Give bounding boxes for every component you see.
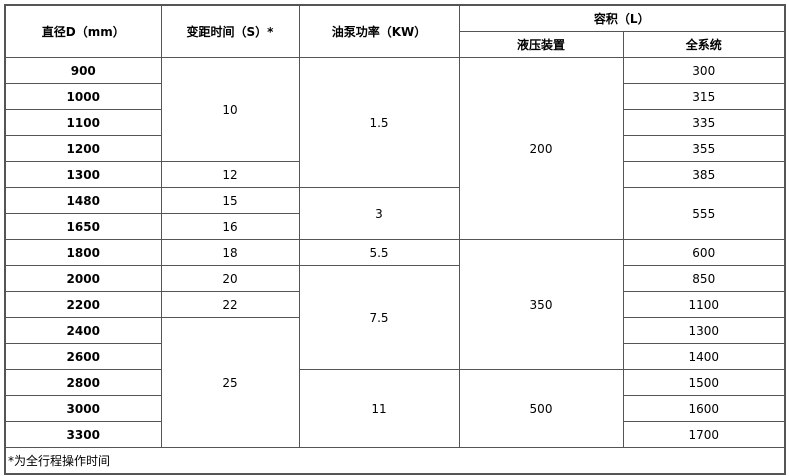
pitch-time-cell: 15	[160, 187, 300, 214]
full-system-cell: 1700	[622, 421, 786, 448]
table-row: 1650 16	[4, 213, 785, 240]
full-system-cell: 335	[622, 109, 786, 136]
diameter-cell: 900	[4, 57, 162, 84]
pitch-time-cell: 20	[160, 265, 300, 292]
diameter-cell: 1200	[4, 135, 162, 162]
footnote: *为全行程操作时间	[4, 447, 786, 475]
full-system-cell: 355	[622, 135, 786, 162]
header-hydraulic: 液压装置	[458, 31, 624, 58]
table-row: 1000 315	[4, 83, 786, 110]
diameter-cell: 3000	[4, 395, 162, 422]
full-system-cell: 600	[622, 239, 786, 266]
table-row: 1480 15 3 555	[4, 187, 786, 240]
full-system-cell: 1400	[622, 343, 786, 370]
diameter-cell: 1480	[4, 187, 162, 214]
diameter-cell: 1100	[4, 109, 162, 136]
diameter-cell: 2400	[4, 317, 162, 344]
header-full-system: 全系统	[622, 31, 786, 58]
table-row: 1800 18 5.5 350 600	[4, 239, 786, 370]
header-pitch-time: 变距时间（S）*	[160, 4, 300, 58]
diameter-cell: 2200	[4, 291, 162, 318]
full-system-cell: 1300	[622, 317, 786, 344]
full-system-cell: 1100	[622, 291, 786, 318]
full-system-cell: 315	[622, 83, 786, 110]
table-row: 2800 11 500 1500	[4, 369, 786, 448]
specification-table: 直径D（mm） 变距时间（S）* 油泵功率（KW） 容积（L） 液压装置 全系统…	[4, 4, 786, 475]
full-system-cell: 1600	[622, 395, 786, 422]
pump-power-cell: 5.5	[298, 239, 460, 266]
diameter-cell: 2000	[4, 265, 162, 292]
pump-power-cell: 3	[298, 187, 460, 240]
header-diameter: 直径D（mm）	[4, 4, 162, 58]
hydraulic-cell: 200	[458, 57, 624, 240]
hydraulic-cell: 500	[458, 369, 624, 448]
diameter-cell: 1650	[4, 213, 162, 240]
diameter-cell: 2600	[4, 343, 162, 370]
pitch-time-cell: 18	[160, 239, 300, 266]
table-row: 900 10 1.5 200 300	[4, 57, 786, 240]
diameter-cell: 3300	[4, 421, 162, 448]
pump-power-cell: 1.5	[298, 57, 460, 188]
table-row: 3300 1700	[4, 421, 786, 448]
full-system-cell: 555	[622, 187, 786, 240]
pitch-time-cell: 10	[160, 57, 300, 162]
pump-power-cell: 11	[298, 369, 460, 448]
full-system-cell: 850	[622, 265, 786, 292]
diameter-cell: 1800	[4, 239, 162, 266]
pitch-time-cell: 16	[160, 213, 300, 240]
table-row: 1300 12 385	[4, 161, 786, 188]
pitch-time-cell: 22	[160, 291, 300, 318]
full-system-cell: 385	[622, 161, 786, 188]
table-row: 1200 355	[4, 135, 786, 162]
table-row: 3000 1600	[4, 395, 786, 422]
full-system-cell: 300	[622, 57, 786, 84]
table-row: 2400 25 1300	[4, 317, 786, 448]
table-row: 2200 22 1100	[4, 291, 786, 318]
header-volume: 容积（L）	[458, 4, 786, 32]
full-system-cell: 1500	[622, 369, 786, 396]
pitch-time-cell: 12	[160, 161, 300, 188]
diameter-cell: 1300	[4, 161, 162, 188]
header-pump-power: 油泵功率（KW）	[298, 4, 460, 58]
diameter-cell: 2800	[4, 369, 162, 396]
pump-power-cell: 7.5	[298, 265, 460, 370]
table-row: 1100 335	[4, 109, 786, 136]
hydraulic-cell: 350	[458, 239, 624, 370]
table-row: 2000 20 7.5 850	[4, 265, 786, 370]
diameter-cell: 1000	[4, 83, 162, 110]
pitch-time-cell: 25	[160, 317, 300, 448]
